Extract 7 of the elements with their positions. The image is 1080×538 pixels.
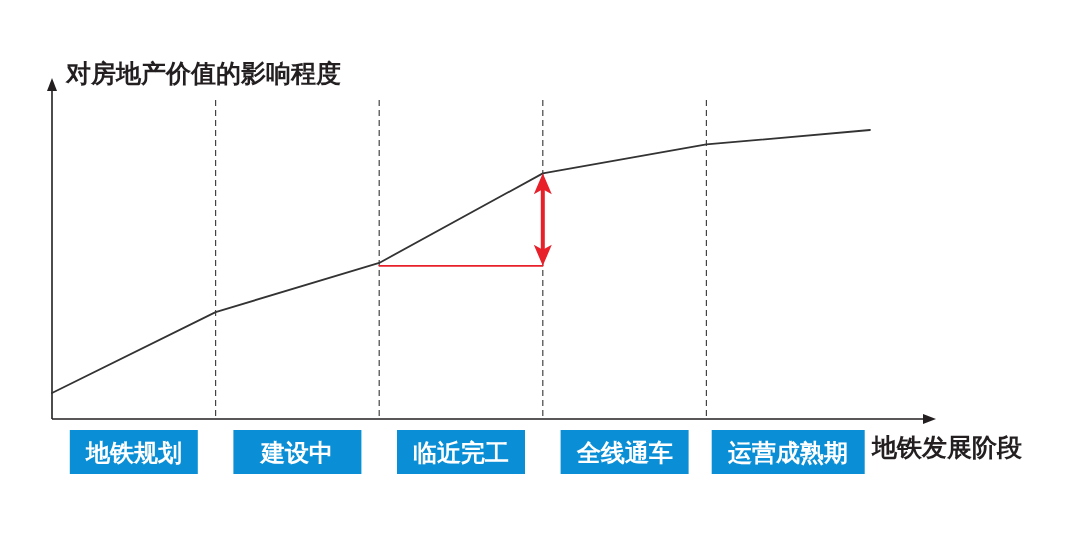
text: 全线通车 [575,438,673,467]
x-axis-title: 地铁发展阶段 [871,433,1023,462]
y-axis-title: 对房地产价值的影响程度 [65,59,341,88]
text: 临近完工 [413,438,509,467]
text: 地铁规划 [84,438,182,467]
text: 建设中 [259,438,334,467]
text: 运营成熟期 [727,438,849,467]
